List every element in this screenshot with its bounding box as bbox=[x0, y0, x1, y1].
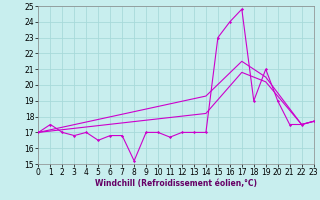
X-axis label: Windchill (Refroidissement éolien,°C): Windchill (Refroidissement éolien,°C) bbox=[95, 179, 257, 188]
